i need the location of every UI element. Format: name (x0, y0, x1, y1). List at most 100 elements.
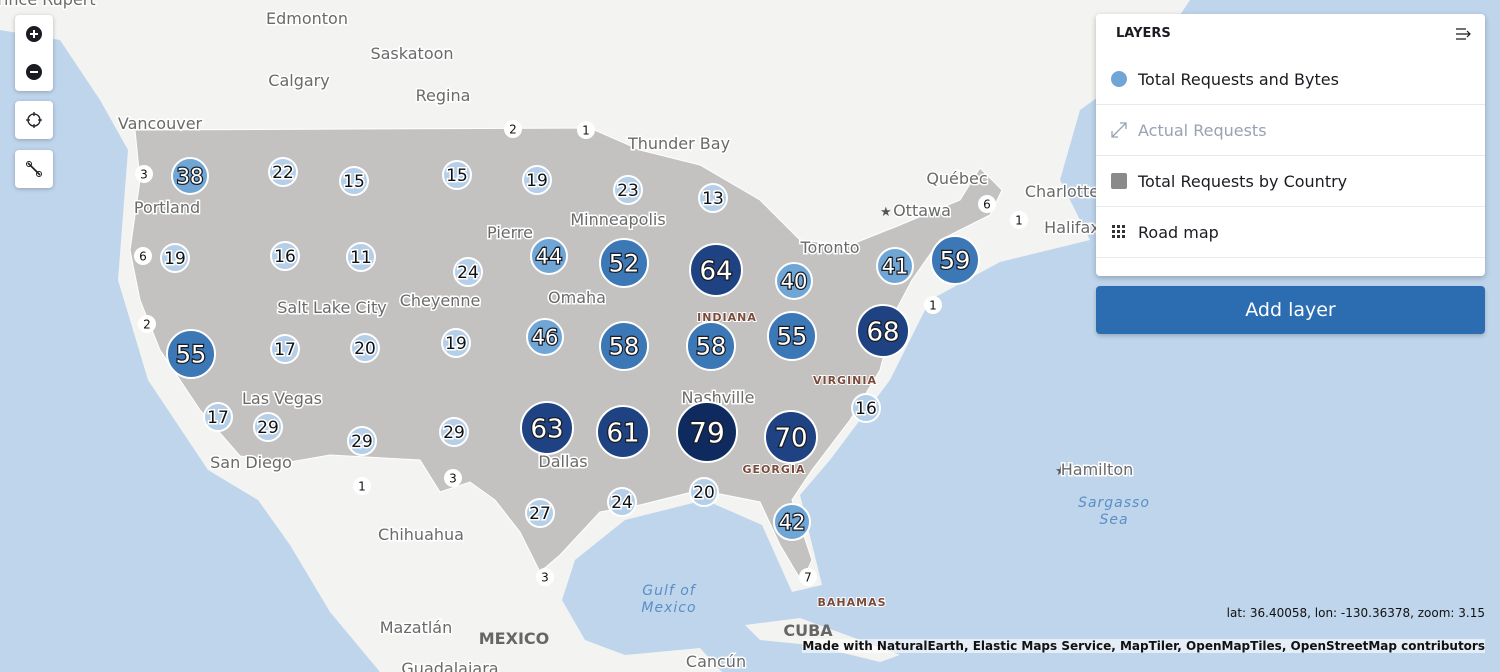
cluster[interactable]: 6 (134, 247, 152, 265)
cluster-circle (442, 160, 472, 190)
cluster[interactable]: 68 (856, 304, 910, 358)
place-label: Thunder Bay (627, 134, 730, 153)
cluster-count: 63 (530, 414, 563, 444)
cluster-circle (166, 329, 216, 379)
cluster[interactable]: 3 (135, 165, 153, 183)
cluster[interactable]: 6 (978, 195, 996, 213)
cluster[interactable]: 52 (599, 238, 649, 288)
layer-row[interactable]: Actual Requests (1096, 105, 1485, 156)
place-label: San Diego (210, 453, 292, 472)
cluster[interactable]: 7 (799, 568, 817, 586)
coordinates: lat: 36.40058, lon: -130.36378, zoom: 3.… (1226, 606, 1485, 620)
zoom-in[interactable] (15, 15, 53, 53)
tools-button[interactable] (15, 150, 53, 188)
cluster[interactable]: 1 (353, 477, 371, 495)
cluster[interactable]: 41 (876, 247, 914, 285)
cluster[interactable]: 3 (536, 568, 554, 586)
cluster-circle (347, 426, 377, 456)
cluster[interactable]: 16 (851, 393, 881, 423)
cluster[interactable]: 3 (444, 469, 462, 487)
place-label: Portland (134, 198, 200, 217)
cluster[interactable]: 2 (138, 315, 156, 333)
cluster[interactable]: 20 (689, 477, 719, 507)
cluster[interactable]: 42 (773, 503, 811, 541)
cluster[interactable]: 19 (441, 328, 471, 358)
cluster[interactable]: 22 (268, 157, 298, 187)
cluster[interactable]: 64 (689, 243, 743, 297)
cluster[interactable]: 44 (530, 237, 568, 275)
cluster[interactable]: 17 (270, 334, 300, 364)
cluster[interactable]: 16 (270, 241, 300, 271)
layer-row[interactable]: Total Requests by Country (1096, 156, 1485, 207)
cluster[interactable]: 59 (930, 235, 980, 285)
cluster-count: 20 (693, 483, 715, 503)
cluster-circle (698, 183, 728, 213)
cluster[interactable]: 63 (520, 401, 574, 455)
cluster[interactable]: 38 (171, 157, 209, 195)
cluster-circle (689, 243, 743, 297)
cluster[interactable]: 40 (775, 262, 813, 300)
cluster[interactable]: 1 (924, 296, 942, 314)
cluster[interactable]: 19 (522, 165, 552, 195)
cluster[interactable]: 29 (253, 412, 283, 442)
cluster-circle (350, 333, 380, 363)
cluster[interactable]: 1 (577, 121, 595, 139)
layer-name: Total Requests and Bytes (1138, 69, 1339, 89)
cluster-circle (268, 157, 298, 187)
collapse-icon[interactable] (1455, 27, 1473, 41)
cluster[interactable]: 15 (442, 160, 472, 190)
place-label: Guadalajara (401, 659, 498, 672)
cluster[interactable]: 24 (453, 257, 483, 287)
place-label: CUBA (783, 621, 833, 640)
cluster-count: 40 (781, 270, 808, 294)
cluster[interactable]: 15 (339, 166, 369, 196)
cluster[interactable]: 29 (347, 426, 377, 456)
cluster-circle (1010, 211, 1028, 229)
cluster-count: 44 (536, 245, 563, 269)
cluster-circle (607, 487, 637, 517)
locate-button[interactable] (15, 101, 53, 139)
cluster-count: 64 (699, 256, 732, 286)
place-label: VIRGINIA (813, 374, 877, 387)
cluster-count: 79 (689, 416, 725, 449)
cluster[interactable]: 70 (764, 410, 818, 464)
cluster[interactable]: 29 (439, 417, 469, 447)
cluster-circle (775, 262, 813, 300)
cluster[interactable]: 46 (526, 318, 564, 356)
tools-control (15, 150, 53, 188)
cluster[interactable]: 17 (203, 402, 233, 432)
cluster[interactable]: 55 (767, 311, 817, 361)
cluster[interactable]: 58 (686, 321, 736, 371)
add-layer-button[interactable]: Add layer (1096, 286, 1485, 334)
cluster[interactable]: 61 (596, 405, 650, 459)
cluster-count: 52 (609, 250, 640, 278)
usa (129, 127, 1003, 584)
cluster-count: 1 (358, 479, 366, 493)
cluster-count: 55 (176, 341, 207, 369)
cluster[interactable]: 1 (1010, 211, 1028, 229)
layer-row[interactable]: Road map (1096, 207, 1485, 258)
cluster[interactable]: 27 (525, 498, 555, 528)
cluster[interactable]: 11 (346, 242, 376, 272)
locate-control (15, 101, 53, 139)
cluster-count: 7 (804, 570, 812, 584)
cluster-circle (613, 175, 643, 205)
layer-name: Total Requests by Country (1138, 171, 1348, 191)
cluster-circle (339, 166, 369, 196)
cluster[interactable]: 20 (350, 333, 380, 363)
place-label: Hamilton (1061, 460, 1134, 479)
cluster[interactable]: 24 (607, 487, 637, 517)
layer-row[interactable]: Total Requests and Bytes (1096, 54, 1485, 105)
cluster[interactable]: 13 (698, 183, 728, 213)
cluster-count: 3 (140, 167, 148, 181)
cluster[interactable]: 23 (613, 175, 643, 205)
cluster[interactable]: 19 (160, 243, 190, 273)
zoom-out[interactable] (15, 53, 53, 91)
cluster[interactable]: 2 (504, 120, 522, 138)
place-label: Omaha (548, 288, 606, 307)
cluster-count: 55 (777, 323, 808, 351)
cluster[interactable]: 55 (166, 329, 216, 379)
cluster[interactable]: 58 (599, 321, 649, 371)
cluster[interactable]: 79 (676, 401, 738, 463)
